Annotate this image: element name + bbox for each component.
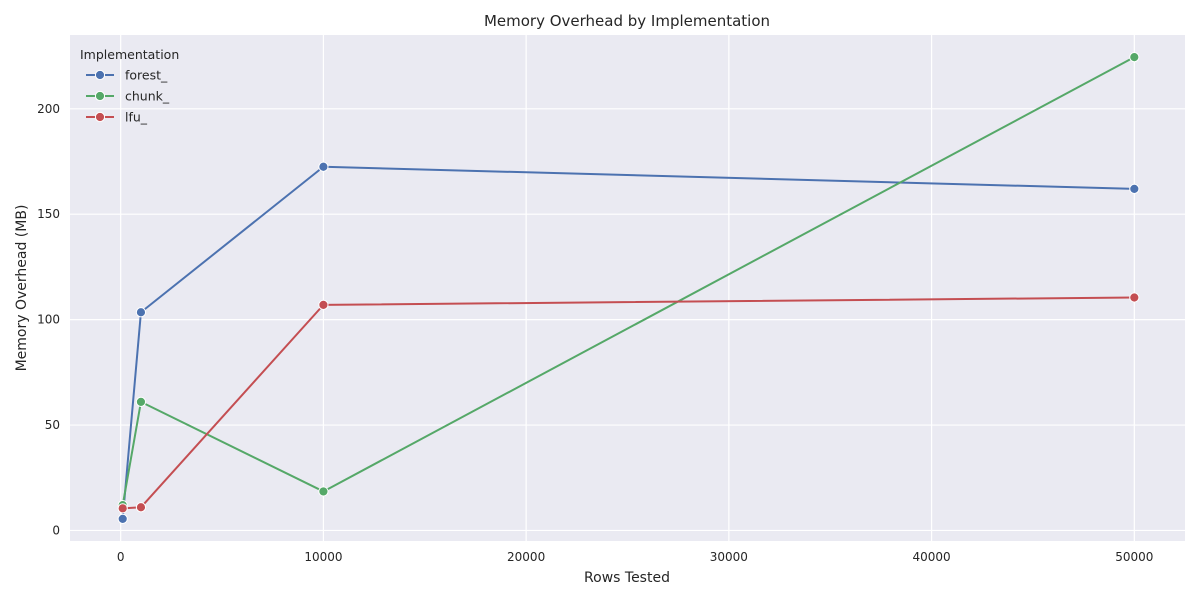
x-tick-label: 10000	[304, 550, 342, 564]
x-tick-label: 50000	[1115, 550, 1153, 564]
series-lines	[117, 52, 1140, 524]
x-tick-label: 40000	[912, 550, 950, 564]
chart-title: Memory Overhead by Implementation	[484, 12, 770, 30]
legend-item: forest_	[86, 68, 168, 83]
data-point	[1129, 292, 1140, 303]
data-point	[135, 502, 147, 513]
series-line	[121, 56, 1135, 506]
legend-item: chunk_	[86, 89, 170, 104]
series-line	[121, 165, 1135, 519]
data-point	[318, 299, 329, 310]
y-tick-label: 150	[37, 207, 60, 221]
x-tick-label: 20000	[507, 550, 545, 564]
series-forest	[117, 161, 1140, 524]
series-line	[122, 296, 1135, 510]
series-lfu	[117, 292, 1140, 514]
data-point	[135, 307, 147, 318]
legend-label: lfu_	[125, 110, 148, 125]
legend-marker	[94, 69, 106, 81]
legend: Implementation forest_ chunk_ lfu_	[80, 47, 179, 125]
data-point	[1129, 52, 1140, 63]
legend-item: lfu_	[86, 110, 148, 125]
y-tick-label: 100	[37, 313, 60, 327]
data-point	[117, 503, 128, 514]
data-point	[318, 161, 329, 172]
y-tick-label: 50	[45, 418, 60, 432]
data-point	[117, 513, 128, 524]
legend-label: chunk_	[125, 89, 170, 104]
legend-title: Implementation	[80, 47, 179, 62]
y-tick-label: 200	[37, 102, 60, 116]
data-point	[318, 486, 329, 497]
legend-marker	[94, 111, 106, 123]
data-point	[135, 396, 147, 407]
y-tick-label: 0	[52, 523, 60, 537]
tick-labels: 0 10000 20000 30000 40000 50000 0 50 100 150 200	[37, 102, 1153, 564]
x-tick-label: 30000	[710, 550, 748, 564]
x-tick-label: 0	[117, 550, 125, 564]
x-axis-title: Rows Tested	[584, 570, 670, 586]
legend-marker	[94, 90, 106, 102]
y-axis-title: Memory Overhead (MB)	[14, 205, 30, 372]
plot-background	[70, 35, 1185, 541]
data-point	[1129, 183, 1140, 195]
legend-label: forest_	[125, 68, 168, 83]
grid-lines	[70, 35, 1185, 541]
